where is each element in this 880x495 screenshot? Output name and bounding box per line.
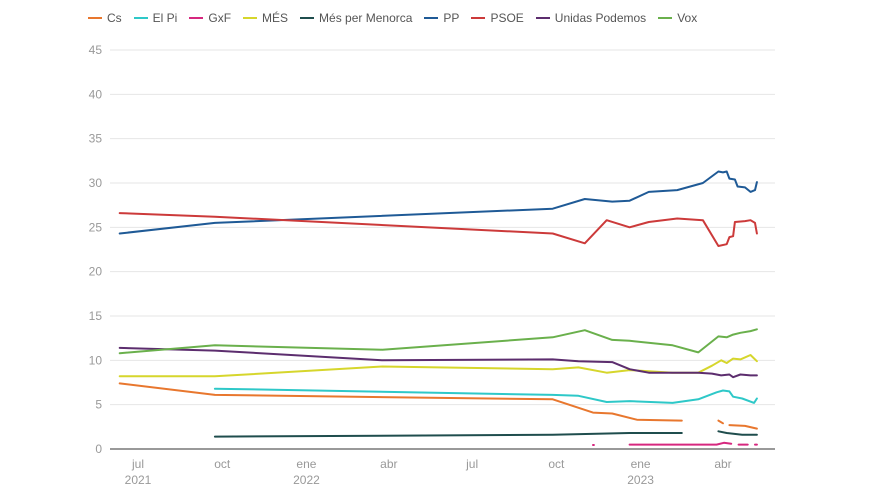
y-tick-label: 30 xyxy=(89,176,103,190)
x-tick-label: abr xyxy=(714,457,731,471)
y-tick-label: 25 xyxy=(89,220,103,234)
legend-swatch xyxy=(424,17,439,19)
legend-label: Unidas Podemos xyxy=(554,11,647,25)
series-unidas-podemos xyxy=(118,346,758,379)
legend-swatch xyxy=(535,17,550,19)
legend-item[interactable]: Cs xyxy=(88,11,122,25)
series-line[interactable] xyxy=(717,430,758,436)
legend-item[interactable]: GxF xyxy=(189,11,231,25)
legend-swatch xyxy=(88,17,102,19)
y-tick-label: 5 xyxy=(95,398,102,412)
y-axis-ticks: 0 5 10 15 20 25 30 35 40 45 xyxy=(89,43,103,456)
series-line[interactable] xyxy=(118,170,758,235)
legend-item[interactable]: MÉS xyxy=(243,11,288,25)
x-axis-ticks: jul 2021 oct ene 2022 abr jul oct ene 2023 abr xyxy=(125,457,732,487)
x-tick-label: ene xyxy=(296,457,316,471)
legend-label: MÉS xyxy=(262,11,289,25)
y-tick-label: 45 xyxy=(89,43,103,57)
legend-item[interactable]: Vox xyxy=(658,11,697,25)
series-line[interactable] xyxy=(213,432,683,438)
series-line[interactable] xyxy=(628,441,733,446)
legend-swatch xyxy=(133,17,148,19)
y-tick-label: 10 xyxy=(89,353,103,367)
legend-item[interactable]: Unidas Podemos xyxy=(535,11,647,25)
x-tick-year: 2023 xyxy=(627,473,654,487)
legend-label: Més per Menorca xyxy=(319,11,413,25)
series-pp xyxy=(118,170,758,235)
x-tick-label: oct xyxy=(548,457,565,471)
x-tick-year: 2021 xyxy=(125,473,152,487)
series-line[interactable] xyxy=(717,419,724,425)
legend-item[interactable]: PP xyxy=(424,11,459,25)
series-line[interactable] xyxy=(118,212,758,247)
y-tick-label: 35 xyxy=(89,132,103,146)
legend-label: PP xyxy=(443,11,460,25)
legend-swatch xyxy=(471,17,486,19)
x-tick-label: oct xyxy=(214,457,231,471)
series-gxf xyxy=(592,441,758,446)
legend-swatch xyxy=(243,17,258,19)
legend-swatch xyxy=(658,17,673,19)
series-line[interactable] xyxy=(118,346,758,379)
x-tick-label: ene xyxy=(631,457,651,471)
x-tick-label: abr xyxy=(380,457,397,471)
series-cs xyxy=(118,382,758,430)
legend-label: Cs xyxy=(107,11,122,25)
series-line[interactable] xyxy=(213,387,758,404)
x-tick-label: jul xyxy=(131,457,144,471)
gridlines xyxy=(110,49,775,406)
legend-label: GxF xyxy=(208,11,232,25)
series-line[interactable] xyxy=(728,424,758,430)
series-vox xyxy=(118,328,758,355)
y-tick-label: 0 xyxy=(95,442,102,456)
series-line[interactable] xyxy=(118,328,758,355)
x-tick-year: 2022 xyxy=(293,473,320,487)
legend-label: Vox xyxy=(677,11,698,25)
series-m-s-per-menorca xyxy=(213,430,758,438)
legend-item[interactable]: Més per Menorca xyxy=(300,11,412,25)
series-lines xyxy=(118,170,758,446)
legend-label: PSOE xyxy=(490,11,524,25)
legend-swatch xyxy=(300,17,315,19)
y-tick-label: 40 xyxy=(89,87,103,101)
legend-item[interactable]: PSOE xyxy=(471,11,524,25)
y-tick-label: 20 xyxy=(89,265,103,279)
series-el-pi xyxy=(213,387,758,404)
series-line[interactable] xyxy=(118,382,683,422)
legend-label: El Pi xyxy=(152,11,178,25)
legend-item[interactable]: El Pi xyxy=(133,11,178,25)
y-tick-label: 15 xyxy=(89,309,103,323)
legend: Cs El Pi GxF MÉS Més per Menorca PP PSOE Unidas… xyxy=(88,9,709,27)
x-tick-label: jul xyxy=(465,457,478,471)
legend-swatch xyxy=(189,17,204,19)
series-psoe xyxy=(118,212,758,247)
